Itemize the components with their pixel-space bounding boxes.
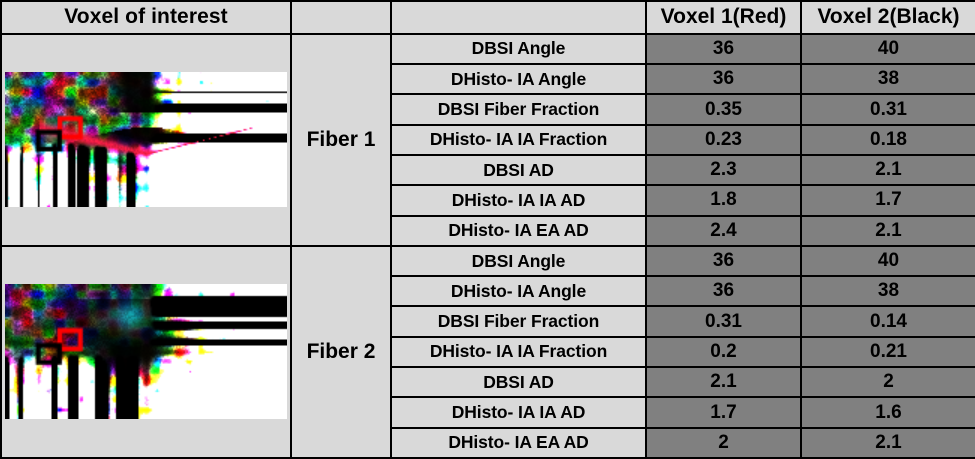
voxel-2-value: 40 (800, 244, 975, 278)
metric-label: DHisto- IA Angle (390, 63, 647, 96)
voxel-1-value: 0.35 (645, 93, 802, 126)
metric-label: DHisto- IA IA Fraction (390, 335, 647, 369)
voxel-image-cell-2 (0, 244, 292, 459)
voxel-1-value: 36 (645, 32, 802, 66)
voxel-1-value: 2.4 (645, 214, 802, 247)
table-row: DBSI Fiber Fraction 0.31 0.14 (1, 305, 975, 338)
voxel-1-value: 2 (645, 426, 802, 459)
dti-color-fa-map-fiber-1 (5, 72, 287, 208)
voxel-2-value: 40 (800, 32, 975, 66)
table-row: DBSI AD 2.1 2 (1, 366, 975, 399)
table-row: DHisto- IA IA Fraction 0.23 0.18 (1, 123, 975, 157)
table-row: DHisto- IA IA AD 1.7 1.6 (1, 396, 975, 429)
table-row: Fiber 1 DBSI Angle 36 40 (0, 32, 975, 247)
metric-label: DBSI Fiber Fraction (390, 93, 647, 126)
table-row: DHisto- IA EA AD 2 2.1 (1, 426, 975, 459)
voxel-1-value: 1.8 (645, 184, 802, 217)
voxel-1-value: 36 (645, 63, 802, 96)
metric-label: DBSI Fiber Fraction (390, 305, 647, 338)
table-header-row: Voxel of interest Voxel 1(Red) Voxel 2(B… (0, 0, 975, 35)
voxel-2-value: 2 (800, 366, 975, 399)
metric-label: DBSI Angle (390, 32, 647, 66)
metric-label: DHisto- IA IA AD (390, 396, 647, 429)
metric-label: DHisto- IA EA AD (390, 426, 647, 459)
table-row: Fiber 2 DBSI Angle 36 40 (0, 244, 975, 459)
header-voxel-2: Voxel 2(Black) (800, 0, 975, 35)
header-voxel-1: Voxel 1(Red) (645, 0, 802, 35)
table-row: DBSI AD 2.3 2.1 (1, 153, 975, 187)
table-row: DHisto- IA Angle 36 38 (1, 63, 975, 96)
voxel-1-value: 0.2 (645, 335, 802, 369)
voxel-1-value: 0.31 (645, 305, 802, 338)
metric-label: DHisto- IA IA Fraction (390, 123, 647, 157)
voxel-2-value: 1.6 (800, 396, 975, 429)
voxel-2-value: 0.14 (800, 305, 975, 338)
metric-label: DBSI Angle (390, 244, 647, 278)
voxel-1-value: 2.3 (645, 153, 802, 187)
voxel-2-value: 0.21 (800, 335, 975, 369)
voxel-2-value: 38 (800, 275, 975, 308)
metric-label: DHisto- IA EA AD (390, 214, 647, 247)
dti-color-fa-map-fiber-2 (5, 284, 287, 420)
table-row: DHisto- IA EA AD 2.4 2.1 (1, 214, 975, 247)
voxel-2-value: 2.1 (800, 426, 975, 459)
metric-label: DBSI AD (390, 153, 647, 187)
table-row: DHisto- IA IA Fraction 0.2 0.21 (1, 335, 975, 369)
metric-label: DHisto- IA IA AD (390, 184, 647, 217)
table-row: DHisto- IA IA AD 1.8 1.7 (1, 184, 975, 217)
voxel-image-cell-1 (0, 32, 292, 247)
table-row: DHisto- IA Angle 36 38 (1, 275, 975, 308)
voxel-1-value: 2.1 (645, 366, 802, 399)
voxel-2-value: 1.7 (800, 184, 975, 217)
voxel-2-value: 38 (800, 63, 975, 96)
fiber-group-label-1: Fiber 1 (290, 32, 392, 247)
metric-label: DBSI AD (390, 366, 647, 399)
table-row: DBSI Fiber Fraction 0.35 0.31 (1, 93, 975, 126)
voxel-1-value: 0.23 (645, 123, 802, 157)
voxel-2-value: 0.18 (800, 123, 975, 157)
header-voxel-of-interest: Voxel of interest (0, 0, 292, 35)
voxel-2-value: 2.1 (800, 153, 975, 187)
metric-label: DHisto- IA Angle (390, 275, 647, 308)
voxel-1-value: 1.7 (645, 396, 802, 429)
voxel-1-value: 36 (645, 275, 802, 308)
voxel-2-value: 0.31 (800, 93, 975, 126)
header-fiber-blank (290, 0, 392, 35)
voxel-1-value: 36 (645, 244, 802, 278)
fiber-group-label-2: Fiber 2 (290, 244, 392, 459)
voxel-2-value: 2.1 (800, 214, 975, 247)
header-metric-blank (390, 0, 647, 35)
